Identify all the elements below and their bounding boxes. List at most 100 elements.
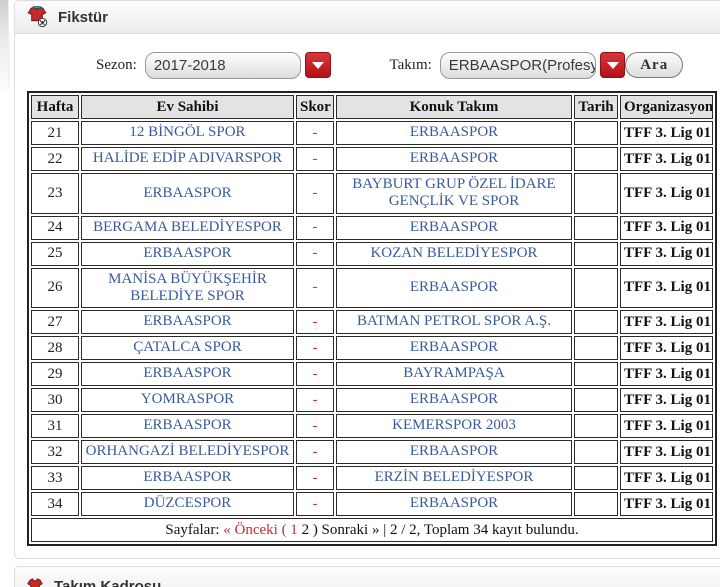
organization-cell: TFF 3. Lig 01 (620, 267, 713, 308)
date-cell (574, 241, 618, 266)
table-row: 22 HALİDE EDİP ADIVARSPOR - ERBAASPOR TF… (31, 147, 713, 171)
fixture-section-header: Fikstür (15, 1, 720, 34)
home-team-link[interactable]: ERBAASPOR (81, 173, 294, 214)
week-cell: 34 (31, 492, 79, 516)
table-row: 26 MANİSA BÜYÜKŞEHİR BELEDİYE SPOR - ERB… (31, 267, 713, 308)
home-team-link[interactable]: 12 BİNGÖL SPOR (81, 121, 294, 145)
score-cell: - (296, 121, 334, 145)
away-team-link[interactable]: ERBAASPOR (336, 440, 572, 464)
score-cell: - (296, 362, 334, 386)
score-cell: - (296, 336, 334, 360)
away-team-link[interactable]: ERBAASPOR (336, 215, 572, 240)
date-cell (574, 492, 618, 516)
week-cell: 24 (31, 215, 79, 240)
away-team-link[interactable]: ERBAASPOR (336, 492, 572, 516)
pager-previous-link[interactable]: « Önceki ( 1 (223, 521, 298, 538)
week-cell: 26 (31, 267, 79, 308)
home-team-link[interactable]: MANİSA BÜYÜKŞEHİR BELEDİYE SPOR (81, 267, 294, 308)
organization-cell: TFF 3. Lig 01 (620, 310, 713, 334)
season-label: Sezon: (96, 56, 137, 73)
chevron-down-icon (606, 61, 619, 69)
away-team-link[interactable]: KEMERSPOR 2003 (336, 414, 572, 438)
score-cell: - (296, 310, 334, 334)
score-cell: - (296, 440, 334, 464)
week-cell: 21 (31, 121, 79, 145)
week-cell: 33 (31, 466, 79, 490)
score-cell: - (296, 492, 334, 516)
pager-row: Sayfalar: « Önceki ( 1 2 ) Sonraki » | 2… (31, 518, 713, 542)
header-week: Hafta (31, 95, 79, 119)
fixtures-table: Hafta Ev Sahibi Skor Konuk Takım Tarih O… (27, 91, 717, 546)
pager-cell: Sayfalar: « Önceki ( 1 2 ) Sonraki » | 2… (31, 518, 713, 542)
date-cell (574, 147, 618, 171)
organization-cell: TFF 3. Lig 01 (620, 147, 713, 171)
left-panel-edge (0, 0, 9, 92)
away-team-link[interactable]: BAYRAMPAŞA (336, 362, 572, 386)
score-cell: - (296, 414, 334, 438)
organization-cell: TFF 3. Lig 01 (620, 440, 713, 464)
table-row: 30 YOMRASPOR - ERBAASPOR TFF 3. Lig 01 (31, 388, 713, 412)
organization-cell: TFF 3. Lig 01 (620, 388, 713, 412)
week-cell: 23 (31, 173, 79, 214)
away-team-link[interactable]: KOZAN BELEDİYESPOR (336, 241, 572, 266)
date-cell (574, 388, 618, 412)
organization-cell: TFF 3. Lig 01 (620, 362, 713, 386)
table-row: 28 ÇATALCA SPOR - ERBAASPOR TFF 3. Lig 0… (31, 336, 713, 360)
score-cell: - (296, 388, 334, 412)
organization-cell: TFF 3. Lig 01 (620, 121, 713, 145)
home-team-link[interactable]: ERBAASPOR (81, 466, 294, 490)
search-button[interactable]: Ara (625, 52, 683, 78)
team-squad-title: Takım Kadrosu (54, 577, 162, 587)
table-row: 29 ERBAASPOR - BAYRAMPAŞA TFF 3. Lig 01 (31, 362, 713, 386)
home-team-link[interactable]: HALİDE EDİP ADIVARSPOR (81, 147, 294, 171)
page-title: Fikstür (58, 8, 109, 26)
week-cell: 30 (31, 388, 79, 412)
home-team-link[interactable]: ÇATALCA SPOR (81, 336, 294, 360)
jersey-ball-icon (27, 6, 48, 28)
pager-status: 2 ) Sonraki » | 2 / 2, Toplam 34 kayıt b… (297, 521, 579, 538)
season-select[interactable]: 2017-2018 (144, 51, 301, 79)
score-cell: - (296, 466, 334, 490)
team-select-arrow-button[interactable] (599, 52, 626, 78)
home-team-link[interactable]: ERBAASPOR (81, 241, 294, 266)
score-cell: - (296, 173, 334, 214)
home-team-link[interactable]: DÜZCESPOR (81, 492, 294, 516)
home-team-link[interactable]: ORHANGAZİ BELEDİYESPOR (81, 440, 294, 464)
away-team-link[interactable]: ERBAASPOR (336, 388, 572, 412)
home-team-link[interactable]: BERGAMA BELEDİYESPOR (81, 215, 294, 240)
date-cell (574, 121, 618, 145)
home-team-link[interactable]: YOMRASPOR (81, 388, 294, 412)
away-team-link[interactable]: ERBAASPOR (336, 121, 572, 145)
away-team-link[interactable]: ERBAASPOR (336, 267, 572, 308)
header-date: Tarih (574, 95, 618, 119)
week-cell: 29 (31, 362, 79, 386)
chevron-down-icon (311, 61, 324, 69)
pager-prefix: Sayfalar: (165, 521, 224, 538)
away-team-link[interactable]: ERZİN BELEDİYESPOR (336, 466, 572, 490)
header-away: Konuk Takım (336, 95, 572, 119)
table-row: 31 ERBAASPOR - KEMERSPOR 2003 TFF 3. Lig… (31, 414, 713, 438)
header-organization: Organizasyon (620, 95, 713, 119)
home-team-link[interactable]: ERBAASPOR (81, 414, 294, 438)
table-row: 34 DÜZCESPOR - ERBAASPOR TFF 3. Lig 01 (31, 492, 713, 516)
header-score: Skor (296, 95, 334, 119)
organization-cell: TFF 3. Lig 01 (620, 336, 713, 360)
date-cell (574, 466, 618, 490)
date-cell (574, 267, 618, 308)
week-cell: 32 (31, 440, 79, 464)
header-home: Ev Sahibi (81, 95, 294, 119)
date-cell (574, 362, 618, 386)
team-select[interactable]: ERBAASPOR(Profesyo (439, 51, 596, 79)
organization-cell: TFF 3. Lig 01 (620, 173, 713, 214)
date-cell (574, 414, 618, 438)
away-team-link[interactable]: BATMAN PETROL SPOR A.Ş. (336, 310, 572, 334)
date-cell (574, 215, 618, 240)
week-cell: 28 (31, 336, 79, 360)
away-team-link[interactable]: BAYBURT GRUP ÖZEL İDARE GENÇLİK VE SPOR (336, 173, 572, 214)
away-team-link[interactable]: ERBAASPOR (336, 336, 572, 360)
away-team-link[interactable]: ERBAASPOR (336, 147, 572, 171)
season-select-arrow-button[interactable] (304, 52, 331, 78)
home-team-link[interactable]: ERBAASPOR (81, 310, 294, 334)
home-team-link[interactable]: ERBAASPOR (81, 362, 294, 386)
date-cell (574, 173, 618, 214)
